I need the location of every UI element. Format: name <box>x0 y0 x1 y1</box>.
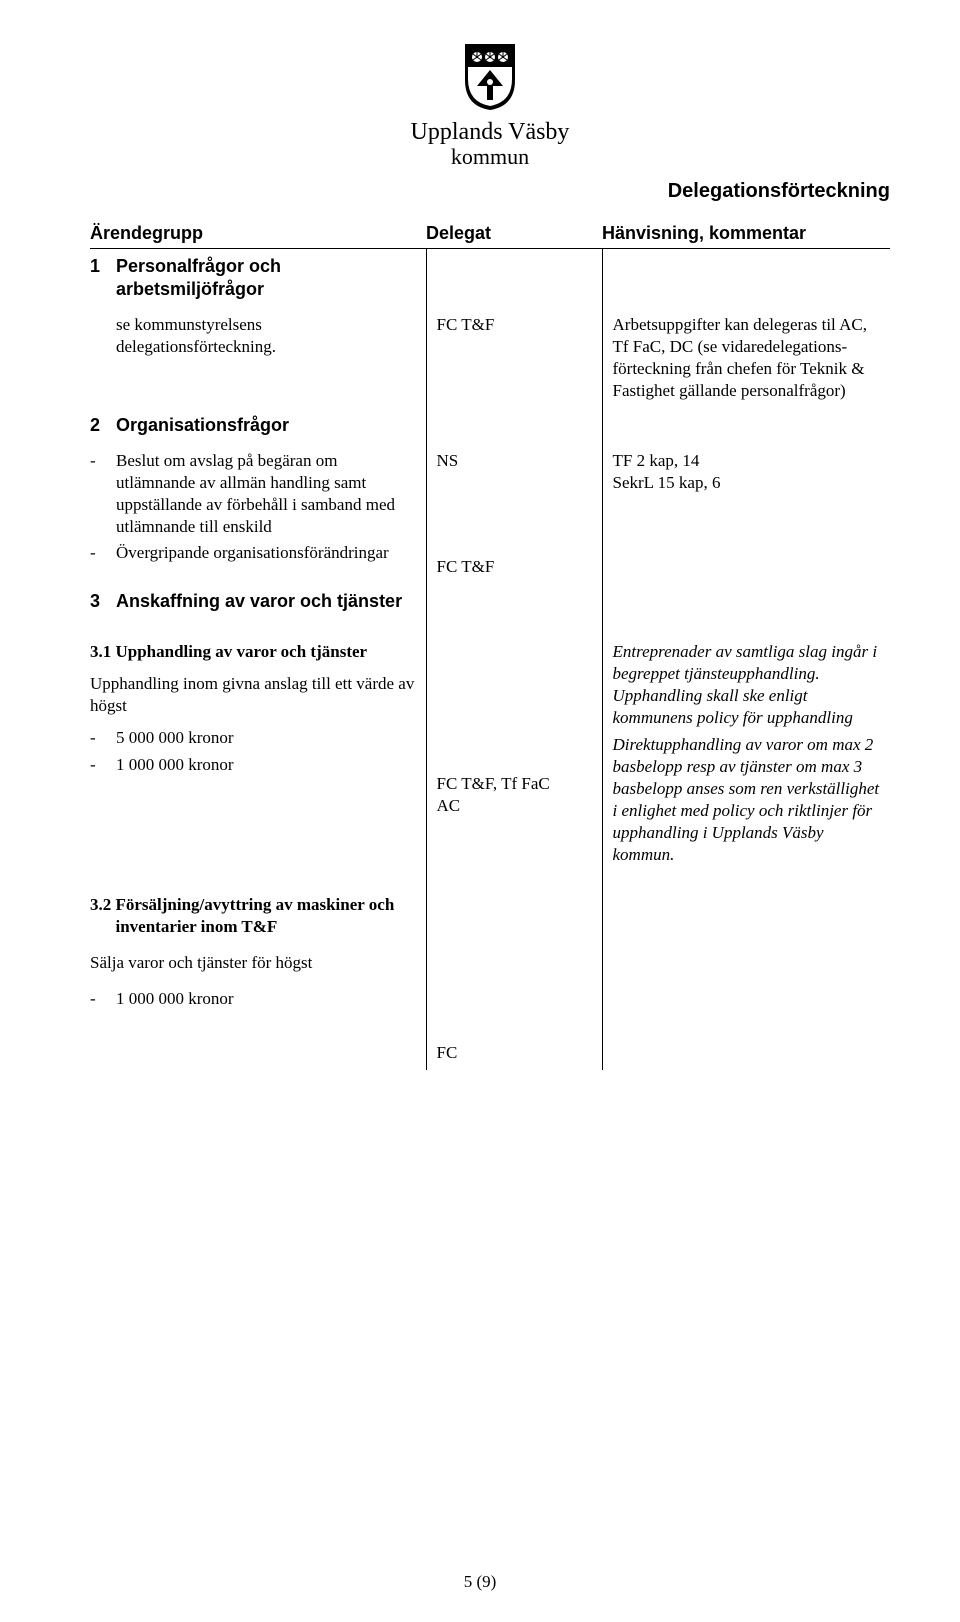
table-row: 1Personalfrågor och arbetsmiljöfrågor <box>90 249 890 308</box>
section-3-2-intro: Sälja varor och tjänster för högst <box>90 952 418 974</box>
section-3-1-intro: Upphandling inom givna anslag till ett v… <box>90 673 418 717</box>
section-1-comment: Arbetsuppgifter kan delegeras til AC, Tf… <box>602 308 890 408</box>
delegat-value: FC <box>437 1042 594 1064</box>
table-header-row: Ärendegrupp Delegat Hänvisning, kommenta… <box>90 223 890 249</box>
comment-value: Entreprenader av samtliga slag ingår i b… <box>613 641 883 729</box>
delegat-value: NS <box>437 450 594 472</box>
table-row: se kommunstyrelsens delegationsförteckni… <box>90 308 890 408</box>
comment-value: TF 2 kap, 14 SekrL 15 kap, 6 <box>613 450 883 494</box>
table-row: 2Organisationsfrågor <box>90 408 890 443</box>
section-3-2-heading: 3.2 Försäljning/avyttring av maskiner oc… <box>90 894 418 938</box>
comment-value: Direktupphandling av varor om max 2 basb… <box>613 734 883 867</box>
page: Upplands Väsby kommun Delegationsförteck… <box>0 0 960 1622</box>
list-item: -1 000 000 kronor <box>90 988 418 1010</box>
header-arendegrupp: Ärendegrupp <box>90 223 426 249</box>
list-item: -Beslut om avslag på begäran om utlämnan… <box>90 450 418 538</box>
header-delegat: Delegat <box>426 223 602 249</box>
section-1-delegat: FC T&F <box>426 308 602 408</box>
section-3-heading: 3Anskaffning av varor och tjänster <box>90 590 418 613</box>
logo-sub: kommun <box>90 144 890 170</box>
header-hanvisning: Hänvisning, kommentar <box>602 223 890 249</box>
document-title: Delegationsförteckning <box>90 180 890 203</box>
list-item: -5 000 000 kronor <box>90 727 418 749</box>
table-row: -Beslut om avslag på begäran om utlämnan… <box>90 444 890 584</box>
section-1-heading: 1Personalfrågor och arbetsmiljöfrågor <box>90 255 418 302</box>
municipality-crest-icon <box>455 40 525 112</box>
logo-name: Upplands Väsby <box>90 119 890 146</box>
table-row: 3.1 Upphandling av varor och tjänster Up… <box>90 635 890 872</box>
table-row: 3Anskaffning av varor och tjänster <box>90 584 890 619</box>
page-number: 5 (9) <box>0 1572 960 1592</box>
delegat-value: FC T&F, Tf FaC <box>437 773 594 795</box>
table-row: 3.2 Försäljning/avyttring av maskiner oc… <box>90 888 890 1070</box>
list-item: -1 000 000 kronor <box>90 754 418 776</box>
content-table: Ärendegrupp Delegat Hänvisning, kommenta… <box>90 223 890 1070</box>
list-item: -Övergripande organisationsförändringar <box>90 542 418 564</box>
logo-block: Upplands Väsby kommun <box>90 40 890 170</box>
delegat-value: AC <box>437 795 594 817</box>
section-1-line: se kommunstyrelsens delegationsförteckni… <box>90 314 418 358</box>
section-3-1-heading: 3.1 Upphandling av varor och tjänster <box>90 641 418 663</box>
section-2-heading: 2Organisationsfrågor <box>90 414 418 437</box>
delegat-value: FC T&F <box>437 556 594 578</box>
